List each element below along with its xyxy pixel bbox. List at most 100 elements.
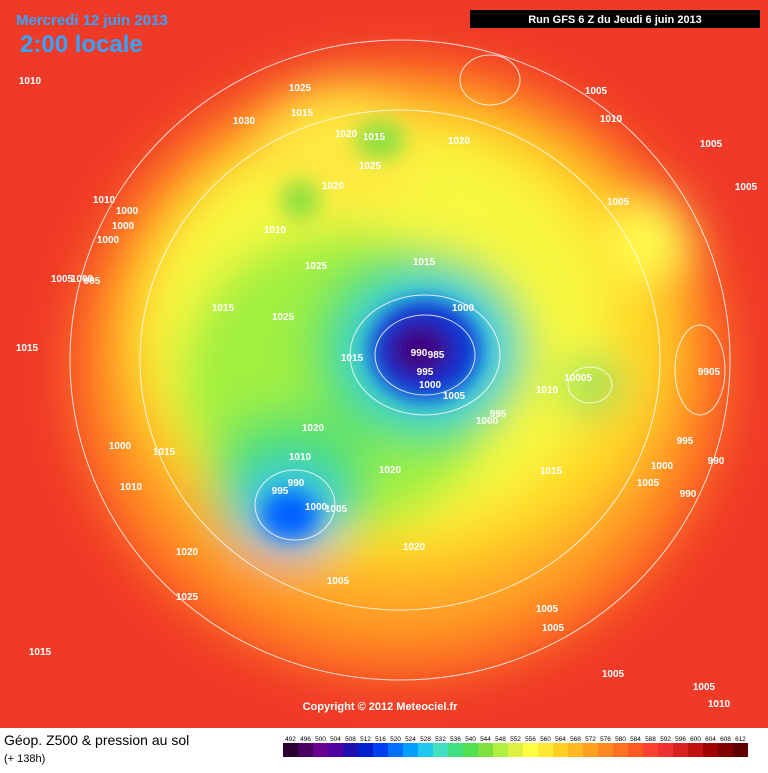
scale-swatch xyxy=(328,743,343,757)
scale-label: 596 xyxy=(675,736,686,743)
isobar-label: 995 xyxy=(677,436,694,447)
scale-label: 532 xyxy=(435,736,446,743)
isobar-label: 990 xyxy=(680,489,697,500)
isobar-label: 1020 xyxy=(335,129,358,140)
forecast-date: Mercredi 12 juin 2013 xyxy=(16,12,168,29)
scale-label: 564 xyxy=(555,736,566,743)
isobar-label: 1020 xyxy=(176,547,199,558)
isobar-label: 1005 xyxy=(443,391,466,402)
scale-swatch xyxy=(628,743,643,757)
isobar-label: 995 xyxy=(417,367,434,378)
isobar-label: 1020 xyxy=(379,465,402,476)
isobar-label: 1015 xyxy=(16,343,39,354)
scale-label: 492 xyxy=(285,736,296,743)
scale-swatch xyxy=(463,743,478,757)
isobar-label: 1010 xyxy=(120,482,143,493)
isobar-label: 1000 xyxy=(116,206,139,217)
lead-time: (+ 138h) xyxy=(4,753,45,765)
scale-label: 548 xyxy=(495,736,506,743)
isobar-label: 995 xyxy=(272,486,289,497)
isobar-label: 1025 xyxy=(305,261,328,272)
run-info: Run GFS 6 Z du Jeudi 6 juin 2013 xyxy=(528,14,702,26)
isobar-label: 1005 xyxy=(602,669,625,680)
isobar-label: 1005 xyxy=(325,504,348,515)
isobar-label: 1015 xyxy=(363,132,386,143)
scale-swatch xyxy=(523,743,538,757)
isobar-label: 990 xyxy=(288,478,305,489)
isobar-label: 1005 xyxy=(327,576,350,587)
scale-label: 536 xyxy=(450,736,461,743)
scale-swatch xyxy=(583,743,598,757)
scale-label: 584 xyxy=(630,736,641,743)
scale-label: 600 xyxy=(690,736,701,743)
scale-label: 528 xyxy=(420,736,431,743)
isobar-label: 1020 xyxy=(448,136,471,147)
scale-label: 572 xyxy=(585,736,596,743)
scale-label: 604 xyxy=(705,736,716,743)
scale-label: 540 xyxy=(465,736,476,743)
scale-label: 552 xyxy=(510,736,521,743)
isobar-label: 1015 xyxy=(29,647,52,658)
scale-label: 568 xyxy=(570,736,581,743)
isobar-label: 1015 xyxy=(341,353,364,364)
scale-label: 608 xyxy=(720,736,731,743)
scale-swatch xyxy=(703,743,718,757)
isobar-label: 1005 xyxy=(536,604,559,615)
isobar-label: 1005 xyxy=(607,197,630,208)
scale-label: 612 xyxy=(735,736,746,743)
isobar-label: 1000 xyxy=(112,221,135,232)
scale-swatch xyxy=(298,743,313,757)
isobar-label: 1000 xyxy=(305,502,328,513)
scale-swatch xyxy=(373,743,388,757)
isobar-label: 1025 xyxy=(272,312,295,323)
scale-label: 512 xyxy=(360,736,371,743)
isobar-label: 1030 xyxy=(233,116,256,127)
isobar-label: 995 xyxy=(490,409,507,420)
isobar-label: 1015 xyxy=(413,257,436,268)
scale-label: 508 xyxy=(345,736,356,743)
scale-label: 556 xyxy=(525,736,536,743)
scale-swatch xyxy=(478,743,493,757)
isobar-label: 1010 xyxy=(264,225,287,236)
isobar-label: 1020 xyxy=(302,423,325,434)
isobar-label: 990 xyxy=(411,348,428,359)
scale-swatch xyxy=(403,743,418,757)
scale-swatch xyxy=(388,743,403,757)
scale-label: 504 xyxy=(330,736,341,743)
forecast-time: 2:00 locale xyxy=(20,31,143,58)
scale-swatch xyxy=(568,743,583,757)
isobar-label: 1025 xyxy=(176,592,199,603)
isobar-label: 990 xyxy=(708,456,725,467)
scale-swatch xyxy=(493,743,508,757)
scale-label: 588 xyxy=(645,736,656,743)
isobar-label: 10005 xyxy=(564,373,592,384)
isobar-label: 1005 xyxy=(735,182,758,193)
scale-swatch xyxy=(553,743,568,757)
scale-label: 544 xyxy=(480,736,491,743)
isobar-label: 1010 xyxy=(708,699,731,710)
product-title: Géop. Z500 & pression au sol xyxy=(4,732,189,748)
isobar-label: 1015 xyxy=(291,108,314,119)
isobar-label: 1005 xyxy=(637,478,660,489)
scale-swatch xyxy=(508,743,523,757)
scale-swatch xyxy=(448,743,463,757)
scale-label: 524 xyxy=(405,736,416,743)
isobar-label: 1015 xyxy=(212,303,235,314)
scale-swatch xyxy=(283,743,298,757)
scale-swatch xyxy=(613,743,628,757)
scale-swatch xyxy=(658,743,673,757)
isobar-label: 9905 xyxy=(698,367,721,378)
scale-swatch xyxy=(313,743,328,757)
scale-swatch xyxy=(733,743,748,757)
scale-swatch xyxy=(538,743,553,757)
scale-swatch xyxy=(643,743,658,757)
scale-label: 516 xyxy=(375,736,386,743)
isobar-label: 1005 xyxy=(693,682,716,693)
isobar-label: 1015 xyxy=(540,466,563,477)
isobar-label: 1010 xyxy=(289,452,312,463)
scale-label: 576 xyxy=(600,736,611,743)
isobar-label: 1020 xyxy=(403,542,426,553)
scale-swatch xyxy=(343,743,358,757)
scale-swatch xyxy=(433,743,448,757)
isobar-label: 1010 xyxy=(93,195,116,206)
